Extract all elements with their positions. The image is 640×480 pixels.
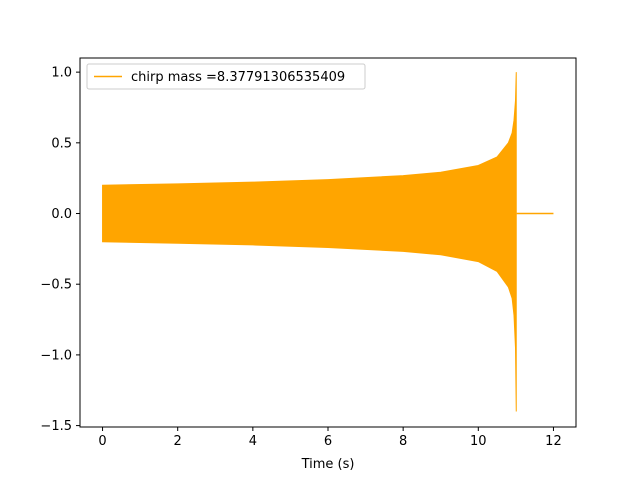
- y-tick-label: −0.5: [40, 278, 72, 293]
- x-axis-label: Time (s): [301, 457, 355, 472]
- x-tick-label: 2: [174, 434, 182, 449]
- y-tick-label: −1.0: [40, 348, 72, 363]
- y-tick-label: 0.5: [51, 136, 72, 151]
- legend-label: chirp mass =8.37791306535409: [131, 70, 345, 85]
- y-tick-label: 1.0: [51, 66, 72, 81]
- axes-frame: [79, 57, 577, 428]
- x-tick-label: 0: [98, 434, 106, 449]
- x-tick-label: 10: [470, 434, 487, 449]
- x-axis: 0 2 4 6 8 10 12: [98, 427, 562, 449]
- x-tick-label: 12: [545, 434, 562, 449]
- legend-box: [86, 63, 366, 90]
- chirp-waveform: [102, 72, 517, 412]
- y-axis: 1.0 0.5 0.0 −0.5 −1.0 −1.5: [40, 66, 80, 434]
- y-tick-label: −1.5: [40, 419, 72, 434]
- x-tick-label: 4: [249, 434, 257, 449]
- legend: chirp mass =8.37791306535409: [86, 63, 366, 90]
- x-tick-label: 6: [324, 434, 332, 449]
- x-tick-label: 8: [399, 434, 407, 449]
- plot-area: [102, 72, 554, 412]
- y-tick-label: 0.0: [51, 207, 72, 222]
